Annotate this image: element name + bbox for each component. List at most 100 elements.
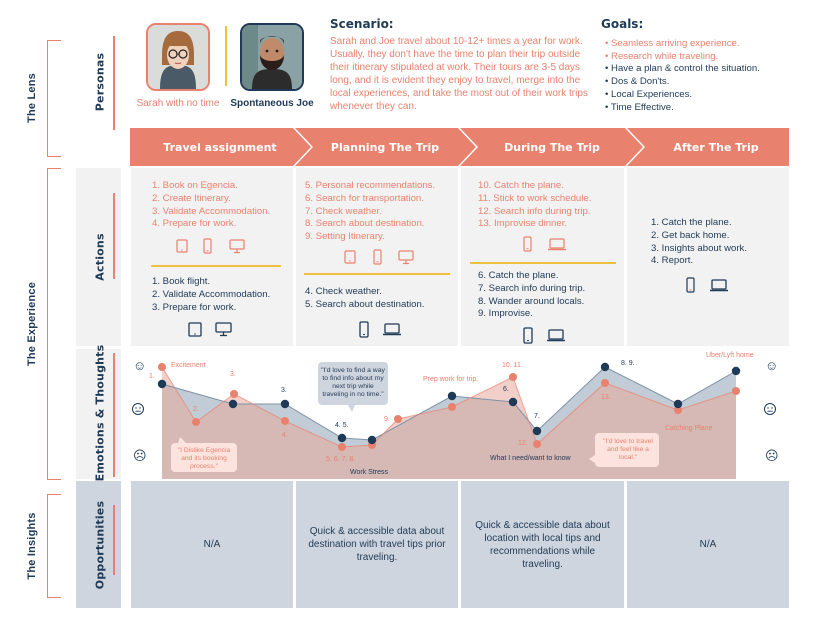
annotation-catching-plane: Catching Plane bbox=[665, 425, 713, 432]
tablet-icon bbox=[344, 250, 356, 264]
actions-panel-1 bbox=[131, 168, 293, 346]
point-label-j6: 6. bbox=[503, 386, 509, 393]
sarah-point bbox=[158, 363, 166, 371]
list-item: 2. Create Itinerary. bbox=[152, 192, 231, 204]
annotation-work-stress: Work Stress bbox=[350, 469, 388, 476]
actions-panel-3 bbox=[461, 168, 624, 346]
sarah-point bbox=[732, 387, 740, 395]
phone-icon bbox=[523, 327, 533, 344]
stage-label-planning: Planning The Trip bbox=[330, 140, 440, 154]
laptop-icon bbox=[383, 323, 401, 336]
scenario-title: Scenario: bbox=[330, 17, 394, 31]
list-item: 6. Search for transportation. bbox=[305, 192, 424, 204]
annotation-what-i-need: What I need/want to know bbox=[490, 455, 571, 462]
row-rule-actions bbox=[113, 193, 115, 279]
joe-point bbox=[532, 426, 542, 436]
goals-title: Goals: bbox=[601, 17, 644, 31]
actions-joe-list-1: 1. Book flight. 2. Validate Accommodatio… bbox=[152, 276, 270, 314]
joe-points bbox=[157, 362, 741, 445]
desktop-icon bbox=[215, 322, 232, 337]
annotation-excitement: Excitement bbox=[171, 362, 206, 369]
stage-arrow-1 bbox=[130, 128, 311, 166]
joe-point bbox=[731, 366, 741, 376]
sarah-point bbox=[230, 390, 238, 398]
bubble-love-travel bbox=[589, 433, 659, 467]
persona-name-sarah: Sarah with no time bbox=[136, 98, 220, 109]
phone-icon bbox=[373, 249, 382, 265]
list-item: 5. Search about destination. bbox=[305, 298, 425, 310]
list-item: 1. Book on Egencia. bbox=[152, 180, 238, 191]
point-label-s1011: 10. 11. bbox=[502, 362, 523, 369]
actions-panel-4 bbox=[627, 168, 789, 346]
neutral-face-icon-left bbox=[131, 402, 145, 418]
joe-point bbox=[280, 399, 290, 409]
annotation-uber: Uber/Lyft home bbox=[706, 352, 754, 359]
list-item: 9. Setting Itinerary. bbox=[305, 231, 385, 243]
goal-item: • Dos & Don'ts. bbox=[605, 76, 670, 88]
row-rule-emotions bbox=[113, 353, 115, 477]
joe-point bbox=[508, 397, 518, 407]
list-item: 7. Search info during trip. bbox=[478, 282, 586, 294]
point-label-s1: 1. bbox=[149, 373, 155, 380]
list-item: 1. Book flight. bbox=[152, 276, 211, 287]
stage-arrow-4 bbox=[627, 128, 789, 166]
laptop-icon bbox=[710, 279, 728, 292]
persona-separator bbox=[225, 26, 227, 86]
experience-bracket bbox=[47, 168, 61, 480]
list-item: 3. Insights about work. bbox=[651, 242, 747, 254]
opportunity-text: Quick & accessible data about location w… bbox=[475, 519, 610, 570]
bubble-egencia bbox=[171, 437, 237, 472]
bubble-love-find bbox=[318, 362, 388, 412]
goal-item: • Have a plan & control the situation. bbox=[605, 63, 760, 75]
point-label-s4: 4. bbox=[282, 432, 288, 439]
list-item: 5. Personal recommendations. bbox=[305, 180, 436, 191]
joe-point bbox=[367, 435, 377, 445]
list-item: 2. Get back home. bbox=[651, 229, 730, 241]
opportunity-card-4: N/A bbox=[627, 481, 789, 608]
sad-face-icon-right: ☹ bbox=[765, 448, 779, 463]
stage-label-travel-assignment: Travel assignment bbox=[163, 140, 277, 154]
annotation-prep-work: Prep work for trip. bbox=[423, 376, 479, 383]
actions-sarah-list-2: 5. Personal recommendations. 6. Search f… bbox=[305, 180, 435, 244]
actions-joe-list-3: 6. Catch the plane. 7. Search info durin… bbox=[478, 270, 585, 321]
actions-divider-1 bbox=[151, 265, 281, 267]
sad-face-icon-left: ☹ bbox=[133, 448, 147, 463]
scenario-text: Sarah and Joe travel about 10-12+ times … bbox=[330, 36, 588, 112]
sarah-point bbox=[338, 443, 346, 451]
stage-label-during: During The Trip bbox=[504, 140, 600, 154]
joe-point bbox=[447, 391, 457, 401]
joe-point bbox=[157, 379, 167, 389]
sarah-emotion-area bbox=[162, 367, 736, 479]
happy-face-icon-right: ☺ bbox=[765, 358, 779, 373]
sarah-points bbox=[158, 363, 740, 451]
list-item: 11. Stick to work schedule. bbox=[478, 192, 592, 204]
list-item: 4. Prepare for work. bbox=[152, 218, 237, 230]
actions-divider-2 bbox=[304, 273, 450, 275]
goal-item: • Research while traveling. bbox=[605, 50, 719, 62]
list-item: 3. Validate Accommodation. bbox=[152, 205, 271, 217]
list-item: 12. Search info during trip. bbox=[478, 205, 591, 217]
neutral-face-icon-right bbox=[763, 402, 777, 418]
goal-item: • Seamless arriving experience. bbox=[605, 38, 740, 49]
bubble-love-find-text: "I'd love to find a way to find info abo… bbox=[321, 367, 385, 398]
row-rule-personas bbox=[113, 36, 115, 130]
sarah-point bbox=[192, 418, 200, 426]
goal-item: • Local Experiences. bbox=[605, 88, 693, 100]
list-item: 8. Wander around locals. bbox=[478, 295, 585, 307]
opportunity-text: Quick & accessible data about destinatio… bbox=[308, 526, 446, 563]
list-item: 10. Catch the plane. bbox=[478, 180, 564, 191]
list-item: 7. Check weather. bbox=[305, 205, 382, 217]
sarah-point bbox=[601, 379, 609, 387]
actions-panel-2 bbox=[296, 168, 458, 346]
list-item: 8. Search about destination. bbox=[305, 218, 425, 230]
point-label-s2: 2. bbox=[193, 406, 199, 413]
stage-label-after: After The Trip bbox=[673, 140, 759, 154]
goal-item: • Time Effective. bbox=[605, 101, 674, 113]
sarah-point bbox=[533, 440, 541, 448]
list-item: 13. Improvise dinner. bbox=[478, 218, 568, 230]
list-item: 3. Prepare for work. bbox=[152, 301, 237, 313]
point-label-j89: 8. 9. bbox=[621, 360, 635, 367]
row-rule-opportunities bbox=[113, 505, 115, 575]
